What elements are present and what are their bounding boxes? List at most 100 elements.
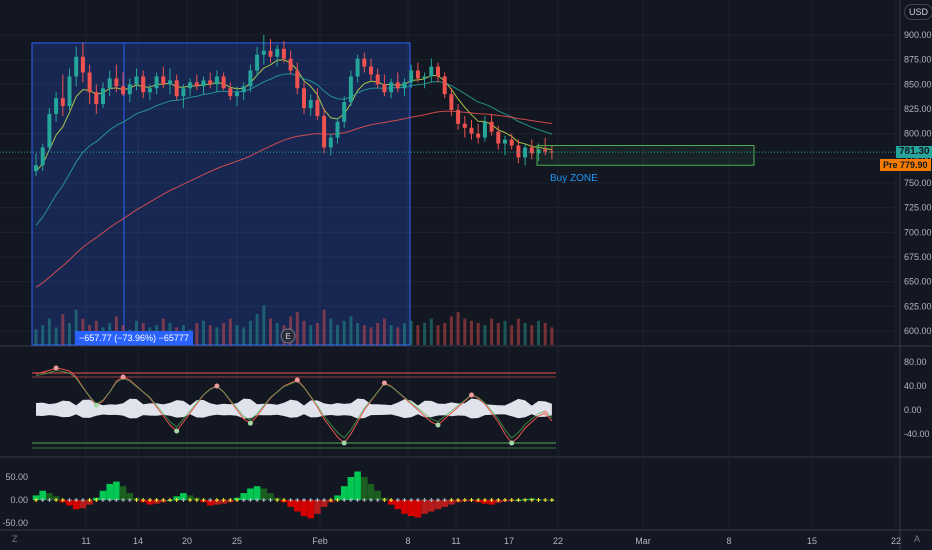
oscillator-peak-dot	[214, 383, 220, 389]
momentum-zero-marker	[80, 498, 85, 502]
candle-body	[482, 121, 487, 138]
volume-bar	[74, 309, 78, 345]
momentum-bar	[340, 486, 348, 500]
momentum-bar	[126, 493, 134, 500]
momentum-zero-marker	[409, 498, 414, 502]
zoom-toggle-button[interactable]: Z	[12, 534, 18, 544]
time-tick-label: 14	[133, 536, 143, 546]
volume-bar	[315, 323, 319, 345]
oscillator-tick-label: -40.00	[904, 429, 930, 439]
momentum-zero-marker	[529, 498, 534, 502]
momentum-zero-marker	[34, 498, 38, 502]
volume-bar	[456, 312, 460, 345]
volume-bar	[61, 314, 65, 345]
volume-bar	[262, 305, 266, 345]
candle-body	[442, 76, 447, 95]
momentum-zero-marker	[442, 498, 447, 502]
momentum-bar	[334, 495, 341, 500]
volume-bar	[389, 325, 393, 345]
momentum-zero-marker	[429, 498, 434, 502]
momentum-bar	[421, 500, 428, 514]
oscillator-trough-dot	[174, 428, 180, 434]
oscillator-tick-label: 0.00	[904, 405, 922, 415]
candle-body	[181, 88, 186, 97]
volume-bar	[483, 325, 487, 345]
momentum-zero-marker	[248, 498, 253, 502]
candle-body	[429, 66, 434, 77]
momentum-bar	[260, 488, 268, 500]
price-tick-label: 900.00	[904, 30, 932, 40]
momentum-zero-marker	[134, 498, 139, 502]
volume-bar	[443, 323, 447, 345]
price-tick-label: 600.00	[904, 326, 932, 336]
momentum-zero-marker	[275, 498, 280, 502]
candle-body	[134, 76, 139, 85]
volume-bar	[516, 318, 520, 345]
momentum-bar	[374, 490, 381, 500]
momentum-bar	[401, 500, 408, 514]
momentum-bar	[119, 486, 127, 500]
candle-body	[40, 147, 45, 166]
price-tick-label: 650.00	[904, 277, 932, 287]
price-tick-label: 750.00	[904, 178, 932, 188]
volume-bar	[496, 323, 500, 345]
candle-body	[543, 149, 548, 152]
oscillator-peak-dot	[53, 365, 59, 371]
time-tick-label: 8	[726, 536, 731, 546]
candle-body	[496, 131, 501, 144]
price-tick-label: 800.00	[904, 129, 932, 139]
pre-market-value: 779.90	[900, 160, 928, 170]
momentum-bar	[32, 495, 40, 500]
candle-body	[536, 149, 541, 154]
time-tick-label: 11	[81, 536, 90, 546]
momentum-bar	[354, 471, 361, 500]
candle-body	[355, 58, 360, 77]
momentum-zero-marker	[60, 498, 65, 502]
candle-body	[107, 78, 112, 89]
momentum-zero-marker	[456, 498, 461, 502]
candle-body	[509, 139, 514, 146]
time-tick-label: 22	[553, 536, 563, 546]
volume-bar	[470, 320, 473, 345]
momentum-zero-marker	[476, 498, 481, 502]
momentum-zero-marker	[87, 498, 92, 502]
auto-scale-button[interactable]: A	[914, 534, 921, 544]
moving-average-line	[35, 73, 553, 226]
momentum-zero-marker	[415, 498, 420, 502]
momentum-tick-label: 0.00	[10, 495, 28, 505]
volume-bar	[376, 323, 380, 345]
momentum-zero-marker	[436, 498, 440, 502]
candle-body	[248, 70, 253, 87]
candle-body	[389, 82, 394, 93]
candle-body	[375, 74, 380, 85]
momentum-zero-marker	[241, 498, 246, 502]
volume-bar	[195, 323, 199, 345]
volume-bar	[208, 325, 212, 345]
momentum-zero-marker	[449, 498, 454, 502]
momentum-zero-marker	[375, 498, 380, 502]
oscillator-trough-dot	[341, 440, 347, 446]
candle-body	[302, 88, 306, 109]
volume-bar	[476, 323, 480, 345]
pre-market-label: Pre	[883, 160, 898, 170]
momentum-zero-marker	[235, 498, 239, 502]
time-tick-label: 8	[405, 536, 410, 546]
time-tick-label: Feb	[312, 536, 328, 546]
candle-body	[127, 84, 132, 95]
momentum-zero-marker	[422, 498, 427, 502]
momentum-bar	[213, 500, 221, 505]
volume-bar	[449, 316, 453, 345]
volume-bar	[342, 320, 346, 345]
currency-badge[interactable]: USD	[904, 4, 932, 20]
momentum-tick-label: -50.00	[2, 518, 28, 528]
momentum-zero-marker	[40, 498, 45, 502]
candle-body	[549, 151, 554, 153]
price-tick-label: 775.00	[904, 153, 932, 163]
time-tick-label: 11	[451, 536, 460, 546]
volume-bar	[530, 325, 534, 345]
momentum-bar	[72, 500, 80, 510]
momentum-zero-marker	[74, 498, 79, 502]
momentum-zero-marker	[295, 498, 300, 502]
momentum-zero-marker	[322, 498, 327, 502]
